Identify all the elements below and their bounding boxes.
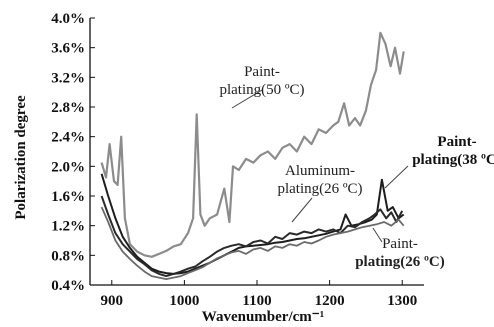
- annotation-label: Paint-plating(50 ºC): [219, 64, 304, 98]
- annotation-pointer: [291, 197, 313, 223]
- x-tick-label: 1000: [169, 293, 199, 309]
- series-line-1: [100, 31, 405, 258]
- annotation-pointer: [231, 89, 263, 109]
- annotation-pointer: [372, 227, 383, 243]
- tick-labels: 0.4% 0.8% 1.2% 1.6% 2.0% 2.4% 2.8% 3.2% 3.6% 4.0%…: [51, 11, 417, 309]
- y-tick-label: 0.4%: [51, 278, 85, 294]
- series-line-3: [100, 195, 404, 278]
- x-tick-label: 1300: [387, 293, 417, 309]
- y-tick-label: 3.6%: [51, 41, 85, 57]
- series-lines: [100, 31, 405, 281]
- annotation-pointer: [384, 165, 409, 189]
- y-tick-label: 3.2%: [51, 70, 85, 86]
- y-tick-label: 0.8%: [51, 248, 85, 264]
- y-tick-label: 4.0%: [51, 11, 85, 27]
- annotations: Paint-plating(50 ºC) Aluminum-plating(26 …: [219, 64, 494, 270]
- annotation-label: Aluminum-plating(26 ºC): [277, 163, 362, 197]
- x-tick-label: 1200: [315, 293, 345, 309]
- annotation-label: Paint-plating(26 ºC): [355, 236, 445, 270]
- series-line-4: [100, 206, 405, 281]
- series-line-2: [100, 173, 405, 275]
- y-tick-label: 2.0%: [51, 159, 85, 175]
- y-tick-label: 2.8%: [51, 100, 85, 116]
- x-axis-label: Wavenumber/cm⁻¹: [202, 309, 324, 325]
- y-tick-label: 1.2%: [51, 219, 85, 235]
- x-tick-label: 1100: [242, 293, 271, 309]
- annotation-label: Paint-plating(38 ºC): [412, 134, 494, 168]
- y-axis-label: Polarization degree: [13, 95, 29, 220]
- y-tick-label: 1.6%: [51, 189, 85, 205]
- y-tick-label: 2.4%: [51, 130, 85, 146]
- x-tick-label: 900: [101, 293, 124, 309]
